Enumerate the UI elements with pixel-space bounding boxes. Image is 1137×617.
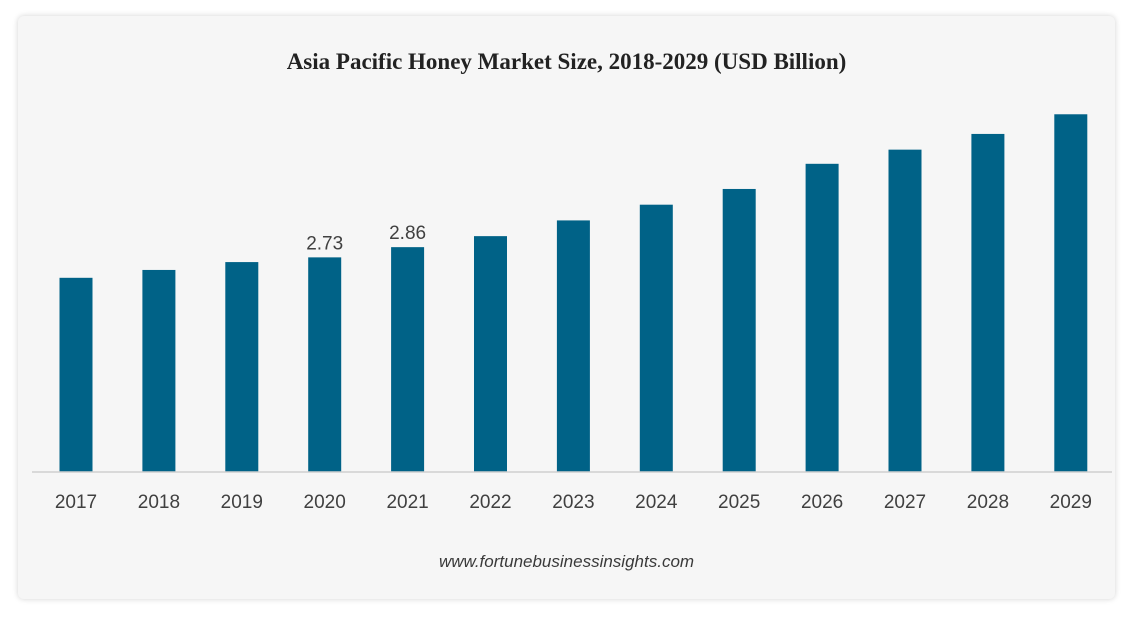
x-tick-label-2025: 2025 — [718, 492, 760, 513]
x-tick-label-2018: 2018 — [138, 492, 180, 513]
x-tick-label-2026: 2026 — [801, 492, 843, 513]
bar-2025 — [722, 188, 756, 472]
x-tick-label-2020: 2020 — [304, 492, 346, 513]
chart-title: Asia Pacific Honey Market Size, 2018-202… — [286, 49, 847, 74]
bars-group — [59, 114, 1088, 473]
bar-2017 — [59, 277, 93, 472]
source-text: www.fortunebusinessinsights.com — [438, 552, 695, 571]
data-label-2020: 2.73 — [306, 233, 343, 254]
x-tick-label-2021: 2021 — [386, 492, 428, 513]
bar-2026 — [805, 163, 839, 473]
bar-2027 — [888, 149, 922, 473]
x-tick-label-2024: 2024 — [635, 492, 678, 513]
bar-2018 — [142, 269, 176, 472]
chart-plot: 2017 2018 2019 2020 2021 2022 2023 2024 2025 2026… — [32, 114, 1112, 513]
bar-2020 — [308, 257, 342, 472]
bar-2021 — [391, 247, 425, 472]
x-tick-label-2023: 2023 — [552, 492, 594, 513]
x-tick-label-2027: 2027 — [884, 492, 926, 513]
bar-2029 — [1054, 114, 1088, 472]
bar-2019 — [225, 262, 259, 472]
x-tick-label-2028: 2028 — [967, 492, 1009, 513]
x-tick-label-2017: 2017 — [55, 492, 97, 513]
x-tick-label-2019: 2019 — [221, 492, 263, 513]
data-label-2021: 2.86 — [389, 223, 426, 244]
bar-2028 — [971, 133, 1005, 472]
bar-2023 — [556, 220, 590, 472]
x-tick-label-2022: 2022 — [469, 492, 511, 513]
bar-2024 — [639, 204, 673, 473]
x-tick-labels: 2017 2018 2019 2020 2021 2022 2023 2024 2025 2026… — [55, 492, 1092, 513]
chart-card: Asia Pacific Honey Market Size, 2018-202… — [18, 16, 1115, 599]
x-tick-label-2029: 2029 — [1050, 492, 1092, 513]
bar-2022 — [474, 236, 507, 472]
data-labels: 2.73 2.86 — [306, 223, 426, 254]
